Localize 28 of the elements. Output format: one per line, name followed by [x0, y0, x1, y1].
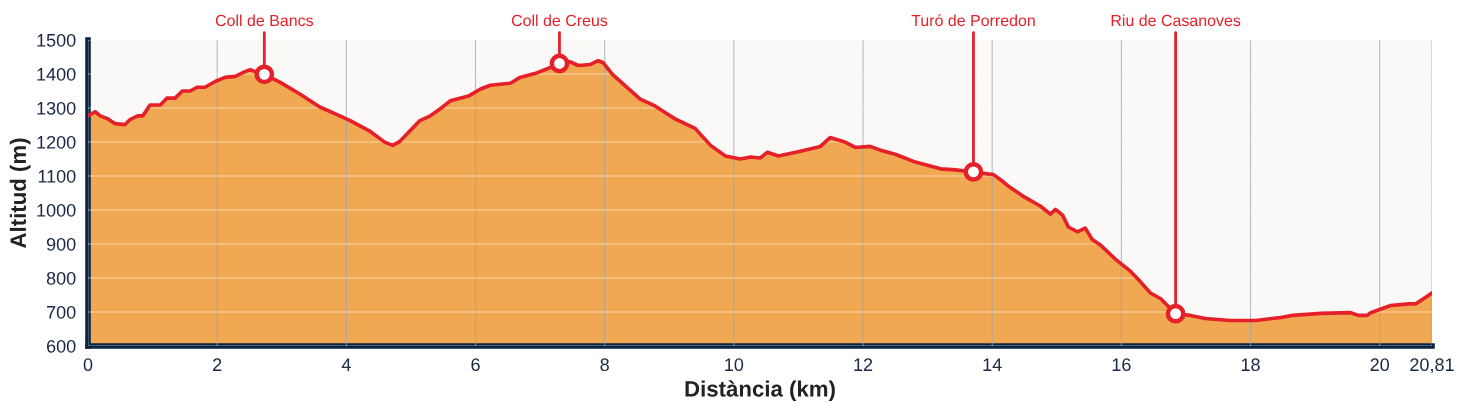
annotation: Coll de Creus [511, 14, 608, 27]
y-tick-label: 1100 [38, 169, 76, 183]
x-tick-label: 20 [1370, 358, 1390, 372]
x-tick-label: 0 [83, 358, 93, 372]
y-tick-label: 800 [46, 271, 76, 285]
y-tick-label: 700 [47, 305, 76, 319]
x-tick-label: 16 [1112, 358, 1131, 372]
y-tick-label: 1400 [37, 67, 76, 81]
y-tick-label: 1300 [37, 101, 76, 115]
y-tick-label: 1200 [37, 135, 76, 149]
x-tick-label: 18 [1241, 358, 1260, 372]
x-tick-label: 6 [471, 358, 480, 372]
annotation: Turó de Porredon [911, 14, 1035, 27]
y-tick-label: 900 [46, 237, 76, 251]
x-tick-label: 8 [600, 358, 609, 372]
y-tick-label: 1000 [37, 203, 76, 217]
y-axis-title: Altitud (m) [9, 138, 31, 248]
y-tick-label: 1500 [37, 33, 76, 47]
x-tick-label: 14 [983, 358, 1002, 371]
x-axis-title: Distància (km) [685, 380, 835, 402]
x-tick-label: 4 [341, 358, 351, 371]
annotation: Riu de Casanoves [1111, 14, 1241, 27]
x-tick-label: 20,81 [1410, 358, 1454, 374]
x-tick-label: 12 [854, 358, 873, 371]
annotation: Coll de Bancs [215, 14, 314, 27]
y-tick-label: 600 [46, 339, 76, 353]
x-tick-label: 2 [213, 358, 222, 371]
x-tick-label: 10 [725, 358, 744, 372]
